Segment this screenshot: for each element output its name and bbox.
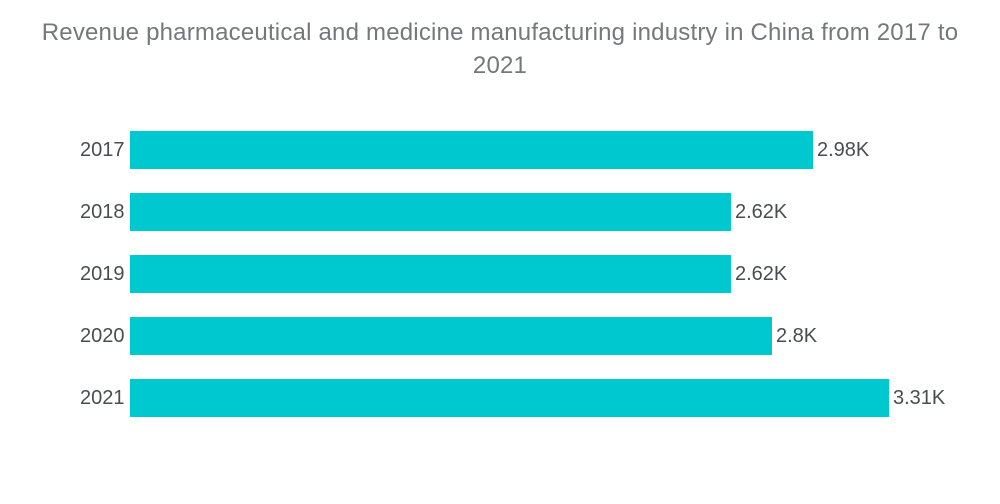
category-label-2021: 2021 [80,386,125,409]
bar-row-2019: 2019 2.62K [80,255,945,293]
value-label-2017: 2.98K [817,138,870,161]
category-label-2019: 2019 [80,262,125,285]
bar-row-2021: 2021 3.31K [80,379,945,417]
category-label-2018: 2018 [80,200,125,223]
chart-title: Revenue pharmaceutical and medicine manu… [41,19,959,79]
value-label-2018: 2.62K [735,200,788,223]
bar-2017 [130,131,813,169]
bar-2021 [130,379,889,417]
value-label-2019: 2.62K [735,262,788,285]
bar-row-2018: 2018 2.62K [80,193,945,231]
bar-2019 [130,255,731,293]
bar-rows: 2017 2.98K 2018 2.62K 2019 2.62K 2020 2.8K 2021 3… [80,131,945,417]
bar-row-2017: 2017 2.98K [80,131,945,169]
category-label-2020: 2020 [80,324,125,347]
value-label-2020: 2.8K [776,324,818,347]
value-label-2021: 3.31K [893,386,946,409]
bar-2020 [130,317,772,355]
category-label-2017: 2017 [80,138,125,161]
bar-row-2020: 2020 2.8K [80,317,945,355]
bar-2018 [130,193,731,231]
